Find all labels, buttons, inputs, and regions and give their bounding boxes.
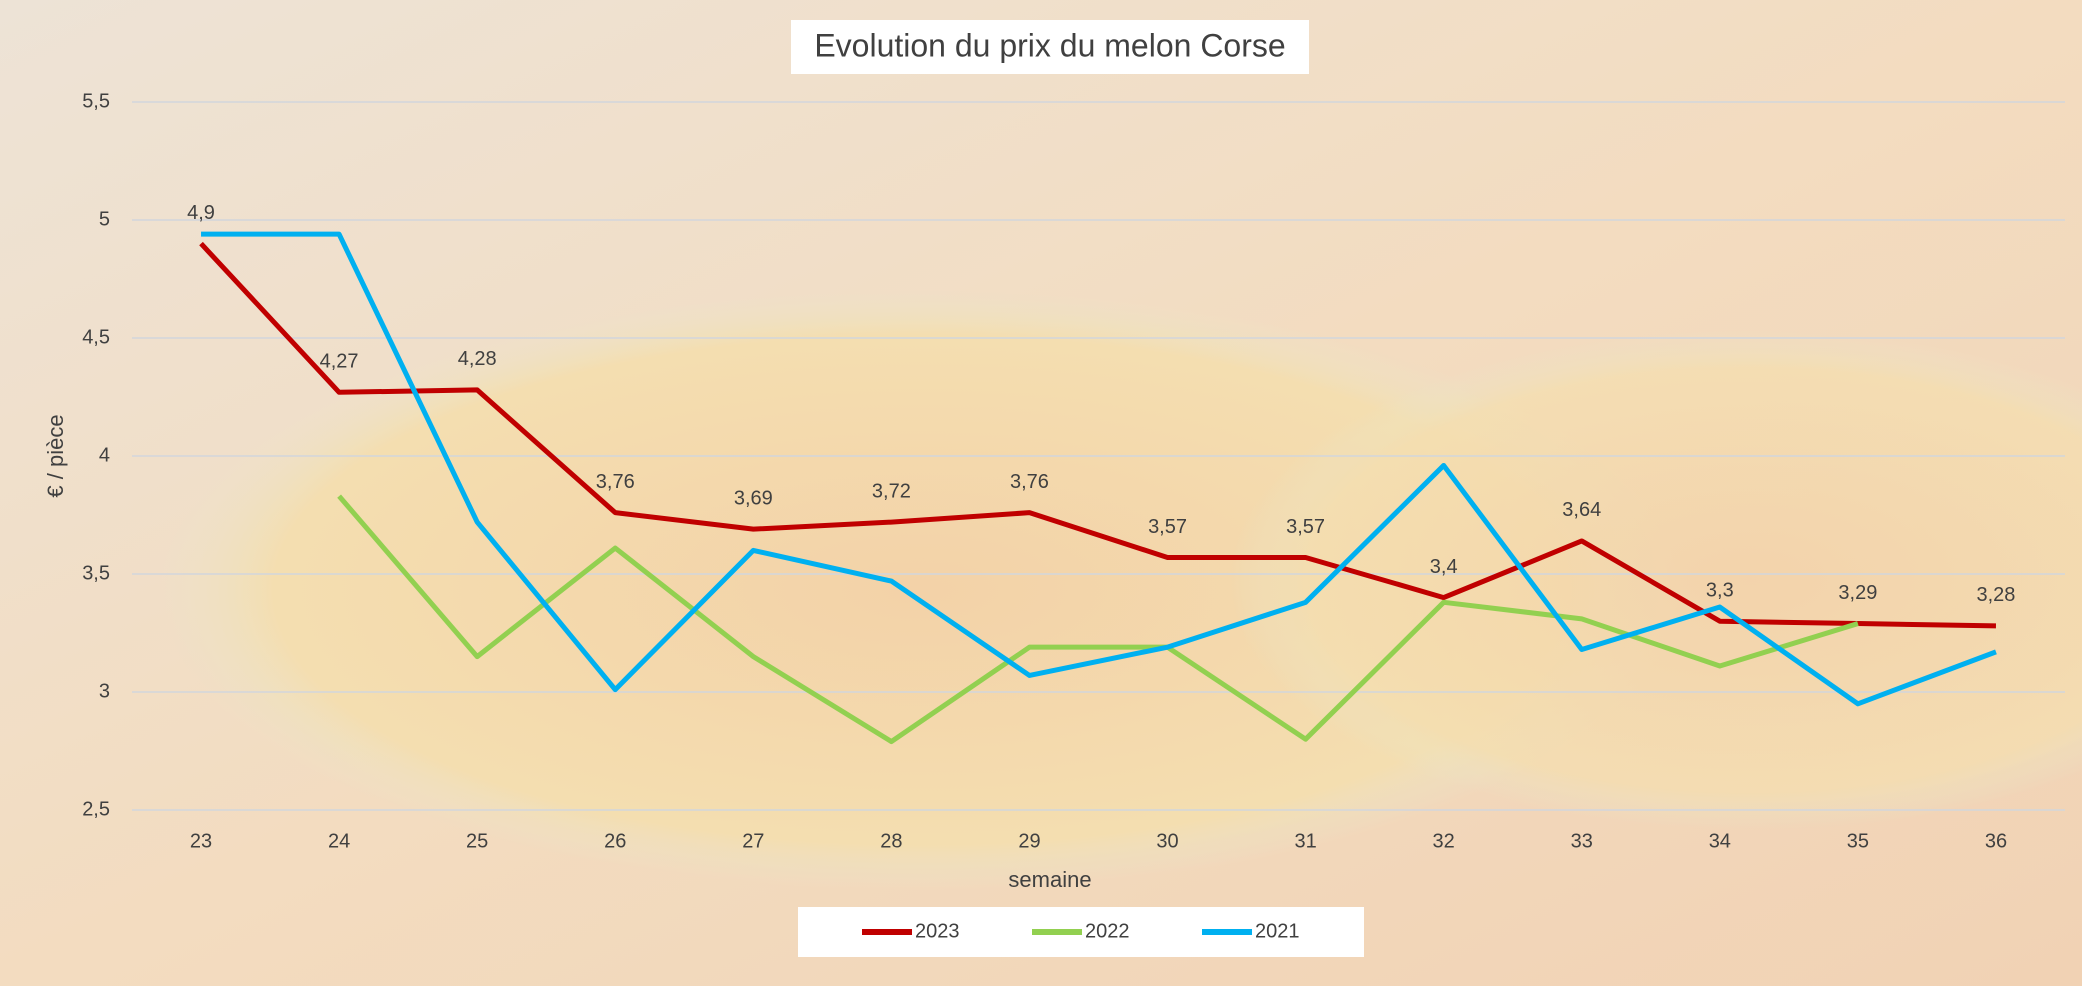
x-tick-label: 26	[604, 830, 626, 852]
x-tick-label: 25	[466, 830, 488, 852]
x-tick-label: 35	[1847, 830, 1869, 852]
y-tick-label: 2,5	[82, 798, 110, 820]
data-label: 3,69	[734, 487, 773, 509]
x-tick-label: 27	[742, 830, 764, 852]
x-tick-label: 31	[1294, 830, 1316, 852]
chart-title: Evolution du prix du melon Corse	[814, 27, 1285, 63]
x-tick-label: 29	[1018, 830, 1040, 852]
data-label: 3,57	[1148, 516, 1187, 538]
data-label: 4,9	[187, 202, 215, 224]
x-axis-title: semaine	[1008, 867, 1091, 892]
data-label: 3,64	[1562, 499, 1601, 521]
data-label: 3,76	[1010, 471, 1049, 493]
legend-label: 2022	[1085, 920, 1130, 942]
x-tick-label: 32	[1433, 830, 1455, 852]
x-tick-label: 36	[1985, 830, 2007, 852]
x-tick-label: 23	[190, 830, 212, 852]
y-tick-label: 4	[99, 444, 110, 466]
y-tick-label: 3	[99, 680, 110, 702]
data-label: 3,3	[1706, 579, 1734, 601]
y-tick-label: 5	[99, 208, 110, 230]
x-tick-label: 24	[328, 830, 350, 852]
chart: Evolution du prix du melon Corse semaine…	[0, 0, 2082, 986]
x-tick-label: 30	[1156, 830, 1178, 852]
y-axis-title: € / pièce	[43, 414, 68, 497]
y-tick-label: 5,5	[82, 90, 110, 112]
y-tick-label: 4,5	[82, 326, 110, 348]
data-label: 3,72	[872, 480, 911, 502]
x-tick-label: 33	[1571, 830, 1593, 852]
data-label: 3,57	[1286, 516, 1325, 538]
legend-label: 2023	[915, 920, 960, 942]
page: Evolution du prix du melon Corse semaine…	[0, 0, 2082, 986]
legend-label: 2021	[1255, 920, 1300, 942]
data-label: 3,29	[1838, 582, 1877, 604]
data-label: 4,27	[320, 351, 359, 373]
data-label: 3,76	[596, 471, 635, 493]
x-tick-label: 34	[1709, 830, 1731, 852]
data-label: 4,28	[458, 348, 497, 370]
y-tick-label: 3,5	[82, 562, 110, 584]
data-label: 3,4	[1430, 556, 1458, 578]
x-tick-label: 28	[880, 830, 902, 852]
data-label: 3,28	[1976, 584, 2015, 606]
